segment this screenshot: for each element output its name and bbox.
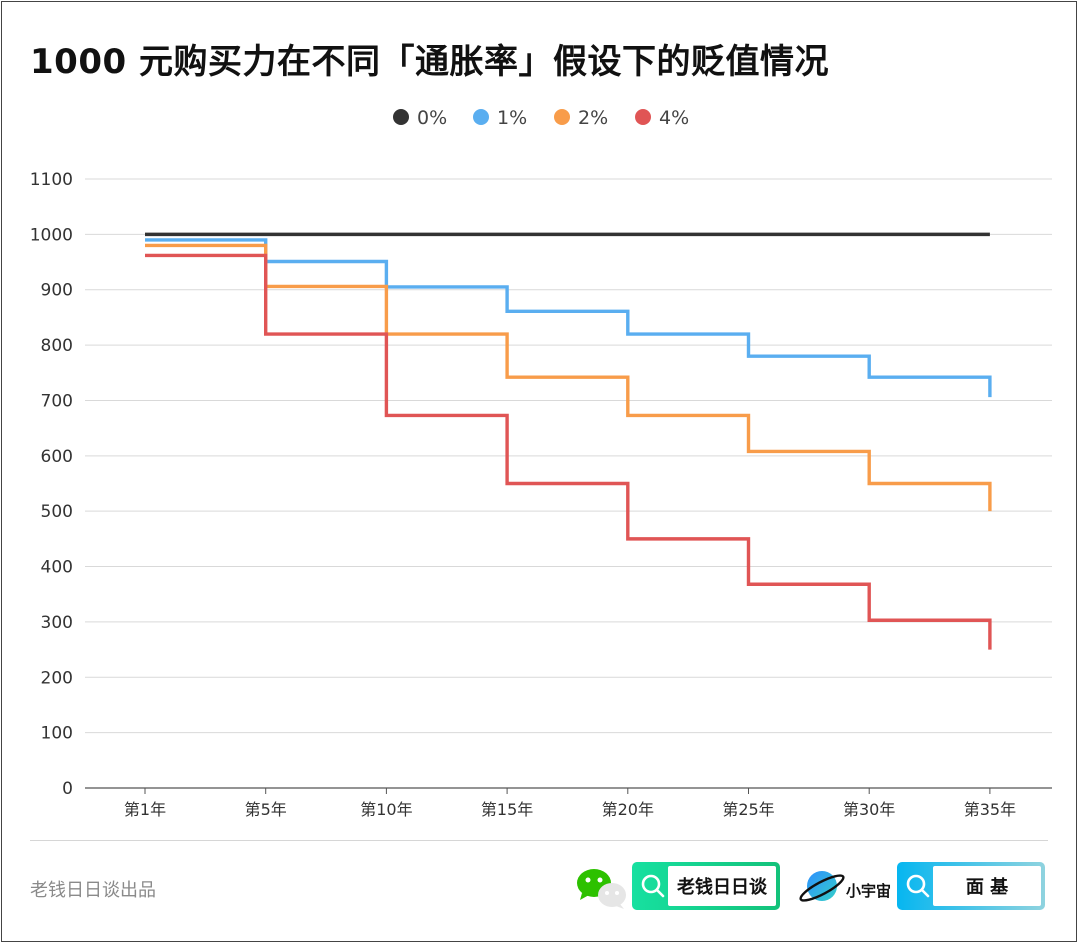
- x-tick-label: 第5年: [245, 800, 287, 819]
- series-line-1pct: [145, 238, 992, 398]
- search-badge-mianji-label: 面 基: [933, 866, 1041, 906]
- legend-marker: [393, 109, 409, 125]
- search-badge-laoqian[interactable]: 老钱日日谈: [632, 862, 780, 910]
- x-tick-label: 第15年: [481, 800, 533, 819]
- legend-marker: [554, 109, 570, 125]
- y-tick-label: 0: [62, 779, 73, 799]
- x-tick-label: 第30年: [843, 800, 895, 819]
- credit-text: 老钱日日谈出品: [30, 880, 156, 901]
- legend-label: 1%: [497, 107, 527, 129]
- xiaoyuzhou-label: 小宇宙: [846, 882, 892, 900]
- y-tick-label: 700: [41, 391, 73, 411]
- legend-label: 4%: [659, 107, 689, 129]
- search-icon: [906, 874, 930, 898]
- y-tick-label: 600: [41, 447, 73, 467]
- legend-marker: [473, 109, 489, 125]
- y-tick-label: 300: [41, 613, 73, 633]
- search-badge-mianji[interactable]: 面 基: [897, 862, 1045, 910]
- search-icon: [641, 874, 665, 898]
- search-badge-laoqian-label: 老钱日日谈: [668, 866, 776, 906]
- x-tick-label: 第1年: [124, 800, 166, 819]
- y-tick-label: 1000: [30, 225, 73, 245]
- legend-marker: [635, 109, 651, 125]
- series-line-4pct: [145, 253, 992, 650]
- x-tick-label: 第20年: [602, 800, 654, 819]
- legend-label: 0%: [417, 107, 447, 129]
- y-tick-label: 500: [41, 502, 73, 522]
- y-tick-label: 200: [41, 668, 73, 688]
- chart-title: 1000 元购买力在不同「通胀率」假设下的贬值情况: [30, 42, 829, 82]
- y-tick-label: 800: [41, 336, 73, 356]
- x-tick-label: 第35年: [964, 800, 1016, 819]
- series-line-2pct: [145, 243, 992, 512]
- step-line-chart: 0 100 200 300 400 500 600 700 800 900 1000 1100 第1年 第…: [30, 107, 1052, 819]
- y-tick-label: 400: [41, 558, 73, 578]
- legend-label: 2%: [578, 107, 608, 129]
- x-tick-label: 第25年: [722, 800, 774, 819]
- footer-divider: [30, 840, 1048, 841]
- wechat-icon: [577, 869, 626, 909]
- y-tick-label: 100: [41, 724, 73, 744]
- planet-icon: [799, 871, 845, 902]
- y-tick-label: 1100: [30, 170, 73, 190]
- y-tick-label: 900: [41, 281, 73, 301]
- x-tick-label: 第10年: [360, 800, 412, 819]
